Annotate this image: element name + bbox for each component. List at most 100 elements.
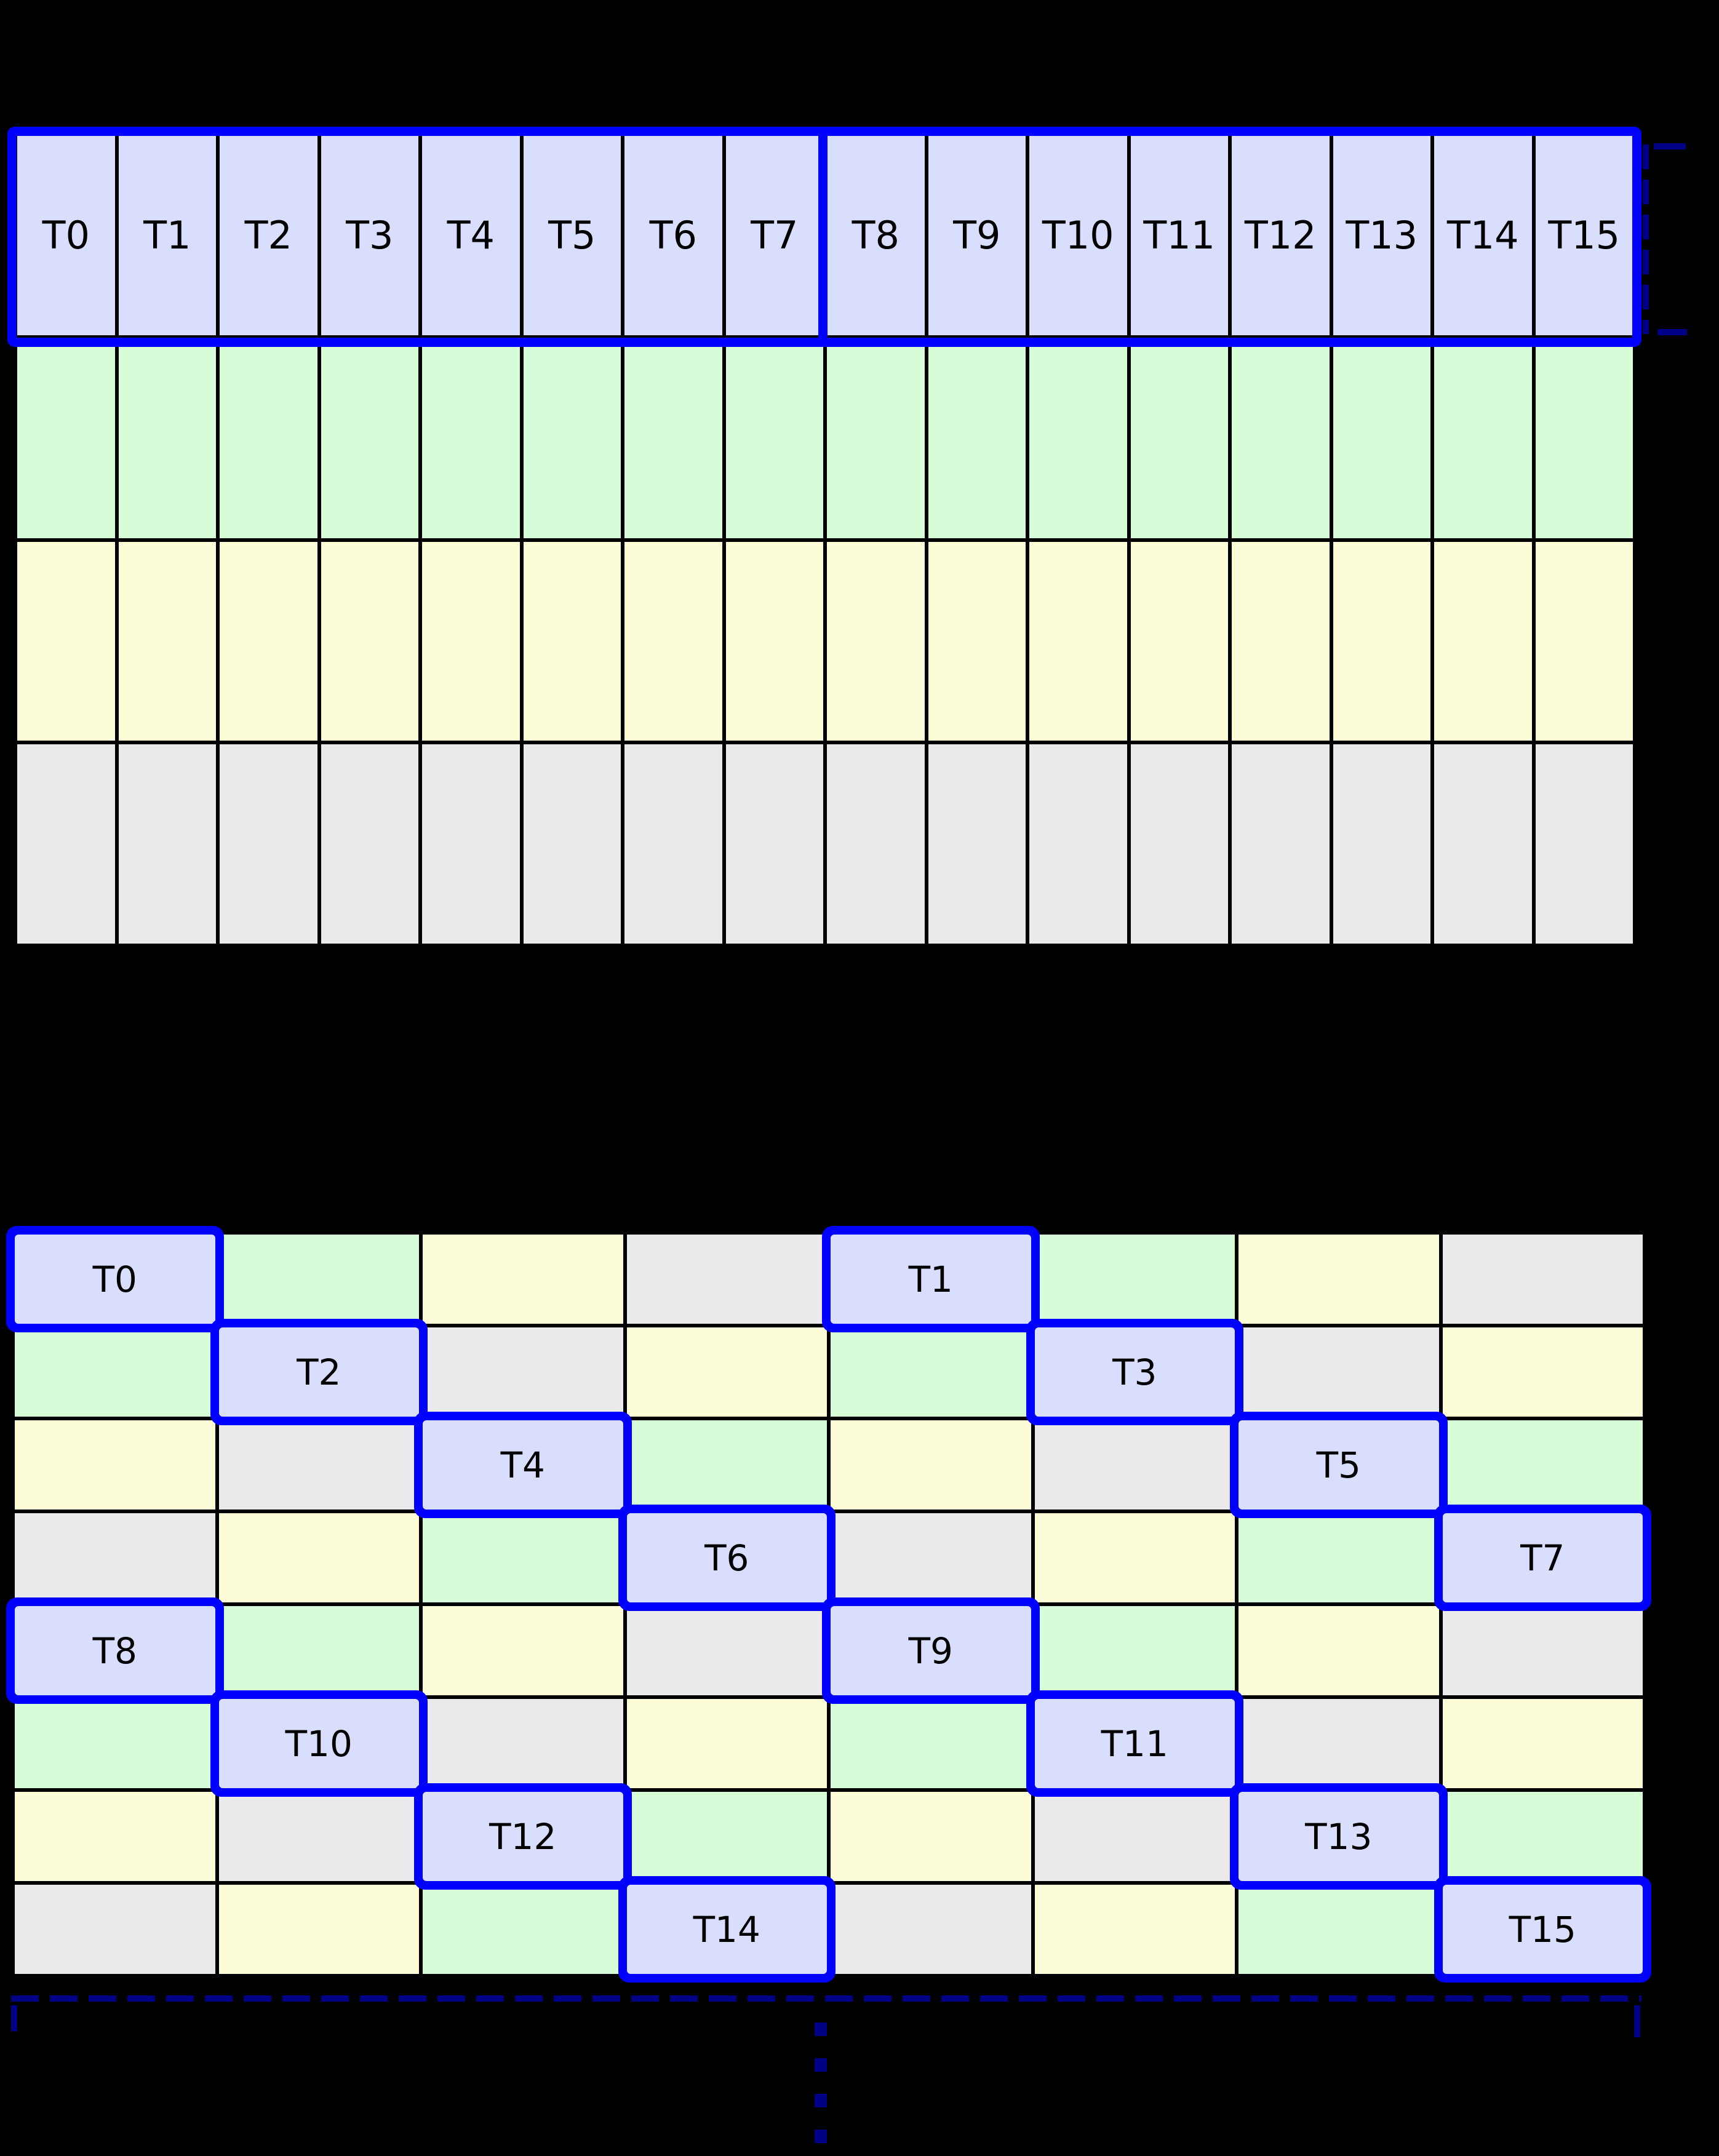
memory-cell: [928, 338, 1026, 538]
memory-cell: [1535, 744, 1633, 944]
memory-cell: [321, 541, 418, 741]
memory-cell: [1034, 1420, 1235, 1510]
memory-cell: [1333, 744, 1430, 944]
memory-cell: [1333, 338, 1430, 538]
memory-cell: [626, 1699, 827, 1788]
memory-cell: [1034, 1606, 1235, 1695]
memory-cell: [15, 1420, 215, 1510]
thread-cell: T4: [422, 136, 520, 335]
memory-cell: [1442, 1606, 1643, 1695]
memory-cell: [17, 338, 115, 538]
memory-cell: [1238, 1606, 1439, 1695]
memory-cell: [17, 541, 115, 741]
memory-cell: [218, 1235, 419, 1324]
memory-cell: [1029, 541, 1127, 741]
thread-cell: T0: [17, 136, 115, 335]
memory-cell: [1434, 744, 1532, 944]
thread-cell: T3: [321, 136, 418, 335]
thread-cell: T2: [220, 136, 317, 335]
memory-cell: [1029, 744, 1127, 944]
memory-cell: [15, 1699, 215, 1788]
memory-cell: [15, 1792, 215, 1881]
memory-cell: [1034, 1792, 1235, 1881]
thread-row-bracket-vertical: [1643, 145, 1649, 334]
memory-cell: [218, 1792, 419, 1881]
memory-cell: [523, 338, 621, 538]
memory-cell: [218, 1420, 419, 1510]
memory-cell: [118, 541, 216, 741]
memory-cell: [1034, 1513, 1235, 1602]
memory-cell: [220, 744, 317, 944]
memory-cell: [725, 744, 823, 944]
memory-cell: [423, 1699, 623, 1788]
swizzled-memory-grid: T0 T1 T2 T3 T4 T5 T6 T7 T8 T9 T10 T11 T12 T13 T14 T15: [11, 1231, 1646, 1978]
memory-cell: [928, 744, 1026, 944]
bottom-span-bracket-left-tick: [11, 2005, 17, 2041]
memory-cell: [624, 338, 722, 538]
memory-cell: [15, 1885, 215, 1974]
thread-access-cell: T15: [1442, 1885, 1643, 1974]
memory-cell: [624, 541, 722, 741]
memory-cell: [725, 338, 823, 538]
half-warp-divider: [818, 127, 828, 347]
memory-cell: [1238, 1327, 1439, 1417]
memory-cell: [15, 1327, 215, 1417]
memory-cell: [1434, 541, 1532, 741]
memory-cell: [1029, 338, 1127, 538]
memory-cell: [118, 338, 216, 538]
memory-cell: [422, 541, 520, 741]
memory-cell: [1238, 1885, 1439, 1974]
memory-cell: [928, 541, 1026, 741]
memory-cell: [831, 1513, 1031, 1602]
thread-cell: T13: [1333, 136, 1430, 335]
thread-access-cell: T5: [1238, 1420, 1439, 1510]
memory-cell: [1434, 338, 1532, 538]
memory-cell: [15, 1513, 215, 1602]
memory-cell: [1333, 541, 1430, 741]
continuation-dots: [815, 2023, 827, 2153]
memory-cell: [1535, 541, 1633, 741]
thread-access-cell: T6: [626, 1513, 827, 1602]
memory-cell: [1034, 1235, 1235, 1324]
thread-cell: T9: [928, 136, 1026, 335]
thread-cell: T14: [1434, 136, 1532, 335]
thread-access-cell: T14: [626, 1885, 827, 1974]
thread-row-bracket-bottom-dash: [1657, 329, 1687, 335]
thread-access-cell: T1: [831, 1235, 1031, 1324]
memory-cell: [523, 744, 621, 944]
memory-cell: [1130, 541, 1228, 741]
memory-cell: [422, 744, 520, 944]
memory-cell: [831, 1699, 1031, 1788]
thread-access-cell: T7: [1442, 1513, 1643, 1602]
memory-cell: [1442, 1699, 1643, 1788]
memory-cell: [831, 1792, 1031, 1881]
memory-cell: [17, 744, 115, 944]
bottom-span-bracket-right-tick: [1634, 2005, 1640, 2037]
thread-cell: T8: [827, 136, 925, 335]
thread-cell: T10: [1029, 136, 1127, 335]
memory-cell: [1232, 541, 1330, 741]
memory-cell: [218, 1606, 419, 1695]
memory-cell: [624, 744, 722, 944]
memory-cell: [423, 1235, 623, 1324]
memory-cell: [1442, 1235, 1643, 1324]
memory-cell: [423, 1885, 623, 1974]
thread-access-cell: T4: [423, 1420, 623, 1510]
thread-access-cell: T0: [15, 1235, 215, 1324]
memory-cell: [1238, 1235, 1439, 1324]
memory-cell: [626, 1606, 827, 1695]
memory-cell: [831, 1327, 1031, 1417]
memory-cell: [626, 1327, 827, 1417]
thread-access-cell: T12: [423, 1792, 623, 1881]
memory-cell: [1442, 1420, 1643, 1510]
memory-cell: [218, 1513, 419, 1602]
memory-cell: [220, 338, 317, 538]
thread-cell: T6: [624, 136, 722, 335]
thread-cell: T12: [1232, 136, 1330, 335]
memory-cell: [422, 338, 520, 538]
memory-cell: [1130, 744, 1228, 944]
memory-cell: [626, 1420, 827, 1510]
memory-cell: [220, 541, 317, 741]
thread-cell: T1: [118, 136, 216, 335]
memory-cell: [725, 541, 823, 741]
